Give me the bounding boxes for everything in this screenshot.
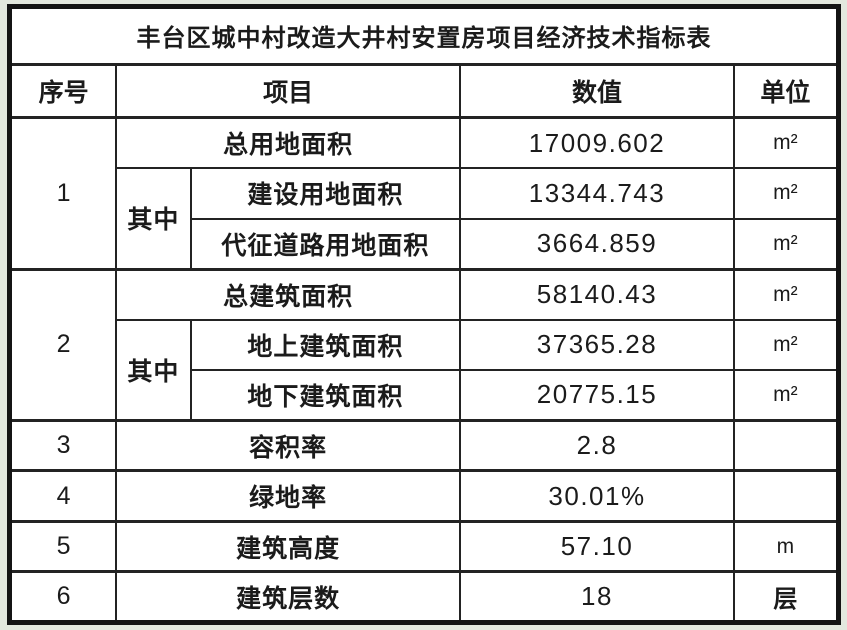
seq-cell: 2 — [8, 267, 118, 422]
seq-cell: 3 — [8, 418, 118, 472]
row-3: 3 容积率 2.8 — [8, 418, 840, 472]
value-cell: 17009.602 — [459, 116, 735, 170]
row-group2-total: 2 总建筑面积 58140.43 m² — [8, 267, 840, 422]
unit-cell: m — [732, 519, 840, 573]
item-cell: 地上建筑面积 — [189, 318, 462, 371]
among-cell: 其中 — [115, 167, 192, 271]
row-group2-sub1: 其中 地上建筑面积 37365.28 m² — [10, 318, 840, 422]
item-cell: 总用地面积 — [115, 116, 462, 170]
value-cell: 58140.43 — [459, 267, 735, 321]
header-unit: 单位 — [732, 63, 840, 119]
value-cell: 18 — [459, 570, 735, 624]
row-4: 4 绿地率 30.01% — [8, 469, 840, 523]
unit-cell: 层 — [732, 570, 840, 624]
item-cell: 建设用地面积 — [189, 167, 462, 220]
value-cell: 13344.743 — [459, 167, 735, 220]
item-cell: 建筑高度 — [115, 519, 462, 573]
value-cell: 3664.859 — [459, 217, 735, 271]
seq-cell: 6 — [8, 570, 118, 624]
unit-cell — [732, 469, 840, 523]
seq-cell: 1 — [8, 116, 118, 271]
item-cell: 容积率 — [115, 418, 462, 472]
value-cell: 2.8 — [459, 418, 735, 472]
header-item: 项目 — [115, 63, 462, 119]
item-cell: 地下建筑面积 — [189, 368, 462, 422]
unit-cell: m² — [732, 318, 840, 371]
row-6: 6 建筑层数 18 层 — [8, 570, 840, 624]
unit-cell: m² — [732, 368, 840, 422]
unit-cell: m² — [732, 167, 840, 220]
unit-cell: m² — [732, 116, 840, 170]
item-cell: 代征道路用地面积 — [189, 217, 462, 271]
title-row: 丰台区城中村改造大井村安置房项目经济技术指标表 — [8, 5, 840, 66]
value-cell: 20775.15 — [459, 368, 735, 422]
unit-cell — [732, 418, 840, 472]
row-group1-sub1: 其中 建设用地面积 13344.743 m² — [10, 167, 840, 271]
item-cell: 建筑层数 — [115, 570, 462, 624]
value-cell: 30.01% — [459, 469, 735, 523]
value-cell: 57.10 — [459, 519, 735, 573]
header-seq: 序号 — [8, 63, 118, 119]
item-cell: 总建筑面积 — [115, 267, 462, 321]
header-row: 序号 项目 数值 单位 — [8, 63, 840, 119]
economic-technical-indicator-table: 丰台区城中村改造大井村安置房项目经济技术指标表 序号 项目 数值 单位 1 总用… — [7, 4, 841, 625]
unit-cell: m² — [732, 267, 840, 321]
seq-cell: 4 — [8, 469, 118, 523]
row-group1-sub2: 代征道路用地面积 3664.859 m² — [10, 217, 840, 271]
seq-cell: 5 — [8, 519, 118, 573]
among-cell: 其中 — [115, 318, 192, 422]
page-title: 丰台区城中村改造大井村安置房项目经济技术指标表 — [8, 5, 840, 66]
unit-cell: m² — [732, 217, 840, 271]
row-group2-sub2: 地下建筑面积 20775.15 m² — [10, 368, 840, 422]
item-cell: 绿地率 — [115, 469, 462, 523]
row-group1-total: 1 总用地面积 17009.602 m² — [8, 116, 840, 271]
value-cell: 37365.28 — [459, 318, 735, 371]
row-5: 5 建筑高度 57.10 m — [8, 519, 840, 573]
header-value: 数值 — [459, 63, 735, 119]
